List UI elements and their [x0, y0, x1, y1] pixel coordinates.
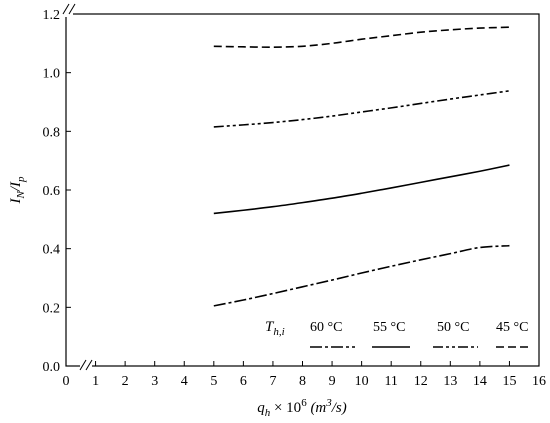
- x-tick-label: 16: [532, 374, 546, 389]
- x-tick-label: 3: [151, 374, 158, 389]
- y-tick-label: 0.8: [43, 125, 61, 140]
- plot-frame: [65, 13, 540, 367]
- ticks-layer: 0 1 2 3 4 5 6 7 8 9 10 11 12 13 14 15 160.00.20.40.60.81…: [43, 8, 547, 389]
- legend-label-50: 50 °C: [437, 320, 469, 335]
- y-tick-label: 0.4: [43, 243, 61, 258]
- x-tick-label: 5: [210, 374, 217, 389]
- x-tick-label: 4: [181, 374, 188, 389]
- series-line-1: [213, 164, 510, 215]
- x-axis-break: [79, 359, 93, 371]
- x-axis-label: qh × 106 (m3/s): [257, 397, 347, 419]
- legend: Th,i 60 °C 55 °C 50 °C 45 °C: [265, 319, 530, 348]
- legend-title: Th,i: [265, 319, 285, 338]
- series-line-2: [213, 90, 510, 128]
- y-tick-label: 1.0: [43, 67, 61, 82]
- x-tick-label: 9: [329, 374, 336, 389]
- y-tick-label: 0.2: [43, 301, 61, 316]
- y-tick-label: 1.2: [43, 8, 61, 23]
- series-layer: [213, 26, 510, 307]
- y-axis-label: IN/Ip: [8, 176, 27, 205]
- series-line-3: [213, 26, 510, 48]
- x-tick-label: 15: [502, 374, 516, 389]
- legend-label-45: 45 °C: [496, 320, 528, 335]
- y-tick-label: 0.0: [43, 360, 61, 375]
- x-tick-label: 8: [299, 374, 306, 389]
- x-tick-label: 0: [63, 374, 70, 389]
- x-tick-label: 6: [240, 374, 247, 389]
- x-tick-label: 2: [122, 374, 129, 389]
- x-tick-label: 13: [443, 374, 457, 389]
- y-axis-break: [61, 0, 76, 17]
- x-tick-label: 7: [269, 374, 276, 389]
- x-tick-label: 10: [355, 374, 369, 389]
- x-tick-label: 1: [92, 374, 99, 389]
- y-tick-label: 0.6: [43, 184, 61, 199]
- legend-label-60: 60 °C: [310, 320, 342, 335]
- series-line-0: [213, 244, 510, 307]
- x-tick-label: 11: [384, 374, 397, 389]
- legend-label-55: 55 °C: [373, 320, 405, 335]
- x-tick-label: 12: [414, 374, 428, 389]
- x-tick-label: 14: [473, 374, 487, 389]
